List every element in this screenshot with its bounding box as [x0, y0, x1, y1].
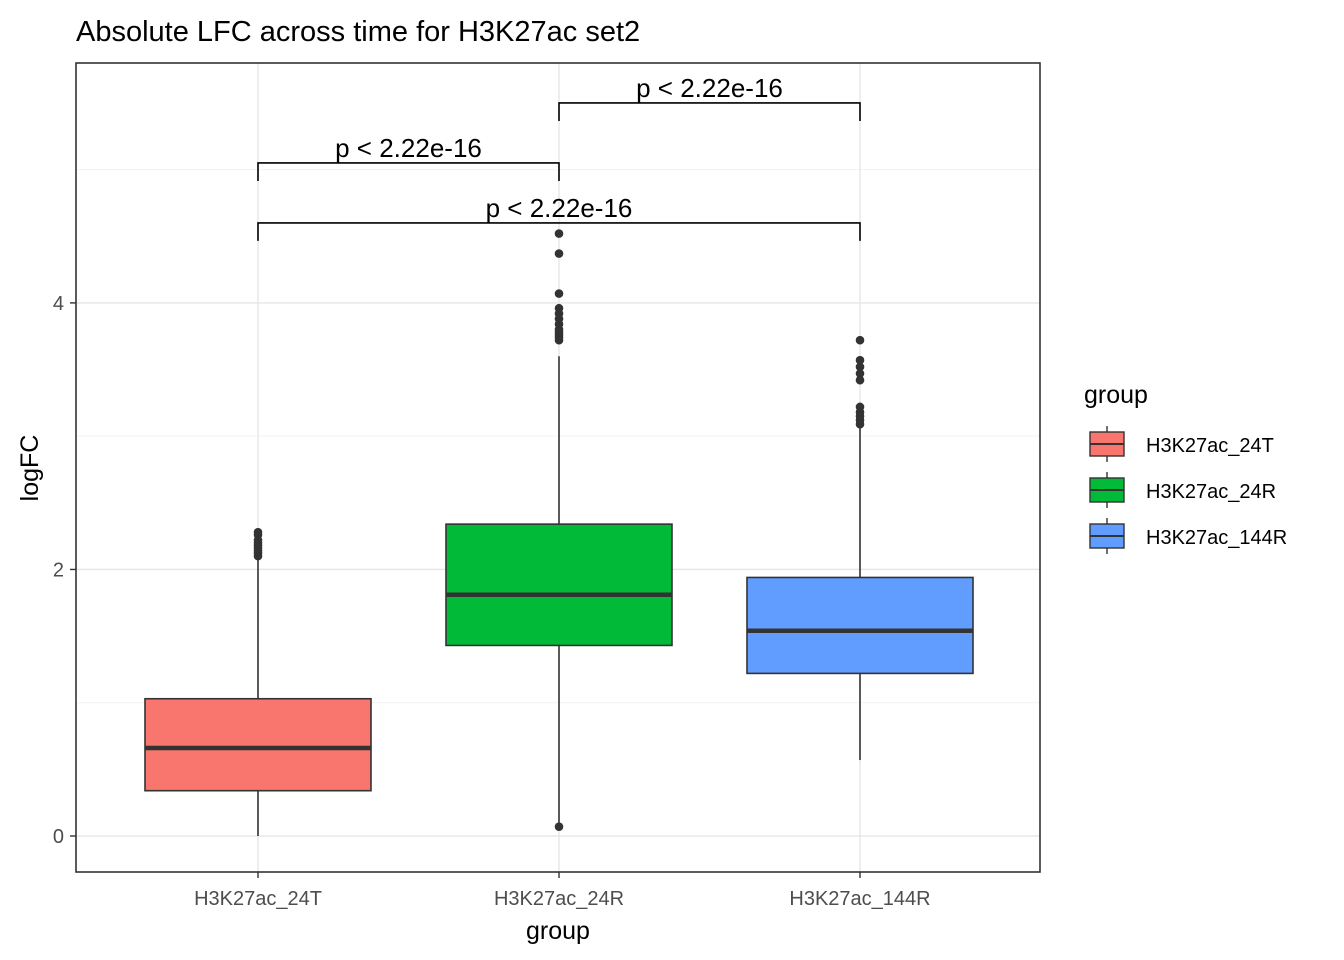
box-layer — [144, 229, 974, 837]
comparison-bracket: p < 2.22e-16 — [558, 73, 861, 121]
comparison-layer: p < 2.22e-16p < 2.22e-16p < 2.22e-16 — [257, 73, 861, 241]
legend-layer: group H3K27ac_24T H3K27ac_24R H3K27ac_144R — [1084, 381, 1287, 554]
legend-label: H3K27ac_24R — [1146, 481, 1276, 503]
legend-label: H3K27ac_144R — [1146, 527, 1287, 549]
y-axis-label: logFC — [16, 435, 44, 502]
box-H3K27ac_24T — [144, 527, 372, 837]
outlier-point — [855, 369, 865, 378]
x-tick-label: H3K27ac_144R — [789, 888, 930, 910]
outlier-point — [253, 527, 263, 537]
legend-title: group — [1084, 381, 1148, 409]
iqr-box — [746, 576, 974, 675]
x-tick-label: H3K27ac_24R — [494, 888, 624, 910]
y-tick-label: 0 — [53, 826, 64, 848]
outlier-point — [554, 289, 564, 298]
outlier-point — [554, 249, 564, 258]
outlier-point — [554, 229, 564, 238]
panel-border — [75, 62, 1041, 873]
chart-title: Absolute LFC across time for H3K27ac set… — [76, 16, 640, 48]
comparison-bracket: p < 2.22e-16 — [257, 193, 861, 241]
y-tick-label: 4 — [53, 293, 64, 315]
outlier-point — [554, 303, 564, 313]
legend-label: H3K27ac_24T — [1146, 435, 1274, 457]
outlier-point — [855, 335, 865, 345]
outlier-point — [855, 355, 865, 365]
outlier-point — [554, 822, 564, 831]
legend-item: H3K27ac_144R — [1089, 518, 1287, 554]
box-H3K27ac_24R — [445, 229, 673, 831]
axes-layer: 0 2 4 H3K27ac_24T H3K27ac_24R H3K27ac_144R — [53, 62, 1041, 910]
p-value-label: p < 2.22e-16 — [636, 73, 783, 103]
bracket-line — [257, 162, 560, 181]
comparison-bracket: p < 2.22e-16 — [257, 133, 560, 181]
bracket-line — [257, 222, 861, 241]
x-tick-label: H3K27ac_24T — [194, 888, 322, 910]
iqr-box — [144, 697, 372, 792]
p-value-label: p < 2.22e-16 — [486, 193, 633, 223]
y-tick-label: 2 — [53, 559, 64, 581]
x-axis-label: group — [526, 917, 590, 945]
outlier-point — [855, 362, 865, 372]
box-H3K27ac_144R — [746, 335, 974, 761]
outlier-point — [855, 402, 865, 412]
legend-item: H3K27ac_24R — [1089, 472, 1276, 508]
outlier-point — [855, 375, 865, 385]
p-value-label: p < 2.22e-16 — [335, 133, 482, 163]
iqr-box — [445, 523, 673, 647]
bracket-line — [558, 102, 861, 121]
legend-item: H3K27ac_24T — [1089, 426, 1274, 462]
